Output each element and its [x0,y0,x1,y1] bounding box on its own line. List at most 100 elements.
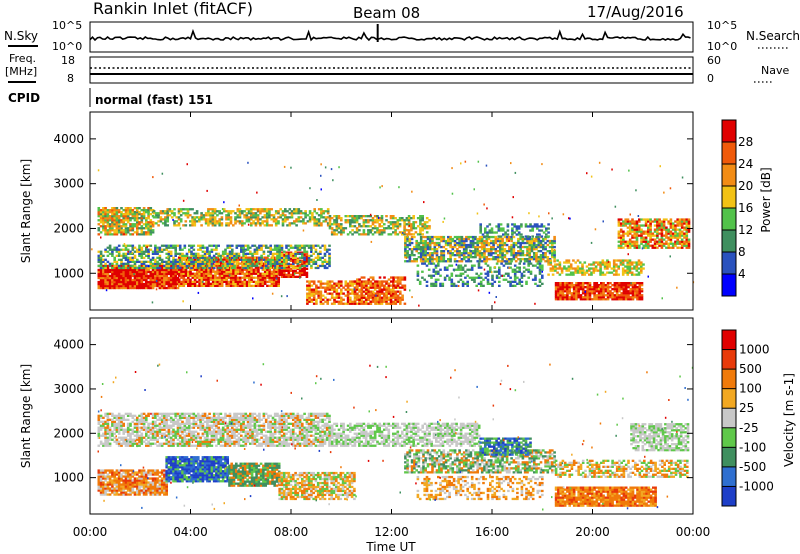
heatmap-cell [308,218,312,221]
heatmap-cell [271,256,275,259]
heatmap-cell [243,216,246,219]
heatmap-cell [460,245,464,249]
heatmap-cell [325,248,329,251]
heatmap-cell [687,238,691,241]
heatmap-cell [613,282,617,285]
heatmap-cell [674,228,677,231]
heatmap-cell [626,273,629,276]
heatmap-cell [303,244,306,247]
heatmap-cell [491,278,494,281]
freq-panel [89,56,694,84]
heatmap-cell [209,216,212,219]
heatmap-cell [122,278,125,282]
heatmap-cell [319,264,322,268]
heatmap-cell [193,272,197,275]
heatmap-cell [561,288,565,291]
heatmap-cell [184,220,188,223]
heatmap-cell [539,241,543,245]
heatmap-cell [644,232,648,235]
heatmap-cell [129,219,132,222]
heatmap-cell [533,237,536,241]
heatmap-cell [106,231,110,234]
heatmap-cell [620,298,623,301]
heatmap-cell [594,265,598,268]
heatmap-cell [470,264,474,267]
heatmap-cell [680,238,684,241]
heatmap-cell [358,225,361,228]
heatmap-cell [417,243,421,247]
heatmap-cell [559,292,562,295]
heatmap-cell [565,261,568,264]
heatmap-cell [122,229,125,232]
heatmap-cell [451,237,455,241]
heatmap-cell [131,244,135,247]
heatmap-cell [535,258,538,261]
heatmap-cell [265,210,269,213]
heatmap-cell [432,284,436,287]
heatmap-cell [106,209,110,212]
heatmap-cell [665,236,668,239]
heatmap-cell [297,218,301,221]
heatmap-cell [330,294,334,297]
heatmap-cell [612,267,616,270]
heatmap-cell [529,272,533,275]
heatmap-cell [167,280,171,284]
heatmap-cell [563,284,567,287]
heatmap-cell [396,233,400,236]
heatmap-cell [321,298,325,301]
heatmap-cell [296,244,300,247]
heatmap-cell [609,286,612,289]
heatmap-cell [203,258,207,261]
heatmap-cell [228,252,232,255]
heatmap-cell [250,276,253,279]
heatmap-cell [247,208,251,211]
heatmap-cell [163,264,166,268]
heatmap-cell [531,278,535,281]
heatmap-cell [521,250,525,253]
heatmap-cell [306,286,309,289]
heatmap-cell [140,262,144,265]
heatmap-cell [207,282,210,285]
heatmap-cell [635,230,639,233]
heatmap-cell [108,244,112,247]
heatmap-cell [572,290,576,293]
heatmap-cell [408,241,412,245]
heatmap-cell [149,225,153,228]
heatmap-cell [680,242,684,245]
heatmap-cell [227,212,230,215]
heatmap-cell [259,284,262,287]
heatmap-cell [513,264,517,267]
heatmap-cell [566,288,569,291]
heatmap-cell [207,212,210,215]
heatmap-cell [415,260,418,263]
heatmap-cell [360,300,364,303]
heatmap-cell [113,229,116,232]
heatmap-cell [193,280,197,283]
heatmap-cell [678,246,682,249]
heatmap-cell [662,228,666,231]
heatmap-cell [316,256,320,259]
heatmap-cell [443,278,447,281]
heatmap-cell [254,272,258,275]
heatmap-cell [344,221,348,224]
heatmap-cell [210,256,214,259]
heatmap-cell [180,264,183,267]
heatmap-cell [126,266,130,270]
heatmap-cell [424,239,427,243]
heatmap-cell [507,280,510,283]
heatmap-cell [609,290,612,293]
heatmap-cell [551,245,554,249]
heatmap-cell [270,208,273,211]
heatmap-cell [494,256,498,259]
heatmap-cell [321,294,325,297]
heatmap-cell [323,248,327,251]
heatmap-cell [142,262,146,265]
heatmap-cell [422,235,425,239]
heatmap-cell [355,217,359,220]
heatmap-cell [344,288,348,291]
heatmap-cell [197,248,200,251]
heatmap-cell [554,263,557,266]
heatmap-cell [394,233,397,236]
heatmap-cell [198,282,201,285]
heatmap-cell [108,268,112,272]
